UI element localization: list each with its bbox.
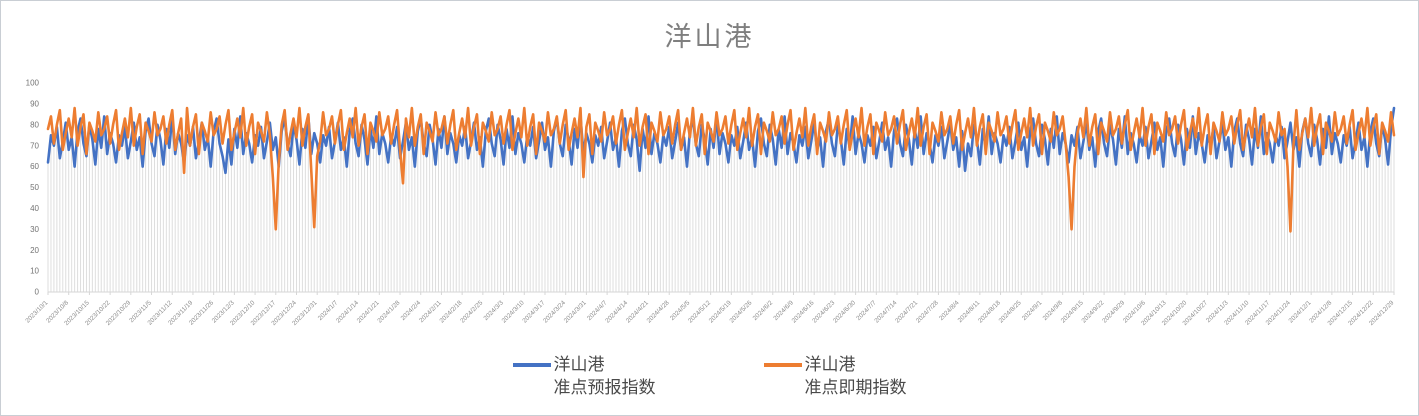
legend-line-swatch [763, 363, 802, 368]
svg-text:10: 10 [30, 267, 39, 276]
svg-text:2024/1/28: 2024/1/28 [376, 299, 401, 324]
chart-legend: 洋山港 准点预报指数 洋山港 准点即期指数 [1, 354, 1418, 399]
chart-title: 洋山港 [664, 22, 755, 52]
legend-label-line1: 洋山港 [553, 355, 605, 375]
svg-text:60: 60 [30, 162, 39, 171]
legend-label-line2: 准点即期指数 [804, 377, 907, 397]
svg-text:80: 80 [30, 120, 39, 129]
legend-line-swatch [512, 363, 551, 368]
svg-text:90: 90 [30, 100, 39, 109]
svg-text:2024/6/2: 2024/6/2 [752, 299, 775, 322]
svg-text:100: 100 [26, 79, 40, 88]
legend-item-spot-index[interactable]: 洋山港 准点即期指数 [763, 354, 907, 399]
svg-text:30: 30 [30, 225, 39, 234]
legend-label-line1: 洋山港 [804, 355, 856, 375]
svg-text:70: 70 [30, 141, 39, 150]
legend-label: 洋山港 准点预报指数 [554, 354, 656, 399]
legend-label: 洋山港 准点即期指数 [805, 354, 907, 399]
legend-item-forecast-index[interactable]: 洋山港 准点预报指数 [512, 354, 656, 399]
svg-text:50: 50 [30, 183, 39, 192]
plot-area[interactable]: 01020304050607080901002023/10/12023/10/8… [1, 1, 1419, 341]
legend-label-line2: 准点预报指数 [553, 377, 656, 397]
svg-text:2024/3/31: 2024/3/31 [563, 299, 588, 324]
svg-text:20: 20 [30, 246, 39, 255]
svg-text:2024/2/25: 2024/2/25 [459, 299, 484, 324]
svg-text:2024/6/30: 2024/6/30 [832, 299, 857, 324]
svg-text:2024/9/1: 2024/9/1 [1021, 299, 1044, 322]
svg-text:2024/5/26: 2024/5/26 [728, 299, 753, 324]
svg-text:0: 0 [35, 288, 40, 297]
svg-text:2024/4/28: 2024/4/28 [646, 299, 671, 324]
svg-text:2024/7/28: 2024/7/28 [915, 299, 940, 324]
svg-text:2024/8/25: 2024/8/25 [998, 299, 1023, 324]
svg-text:40: 40 [30, 204, 39, 213]
